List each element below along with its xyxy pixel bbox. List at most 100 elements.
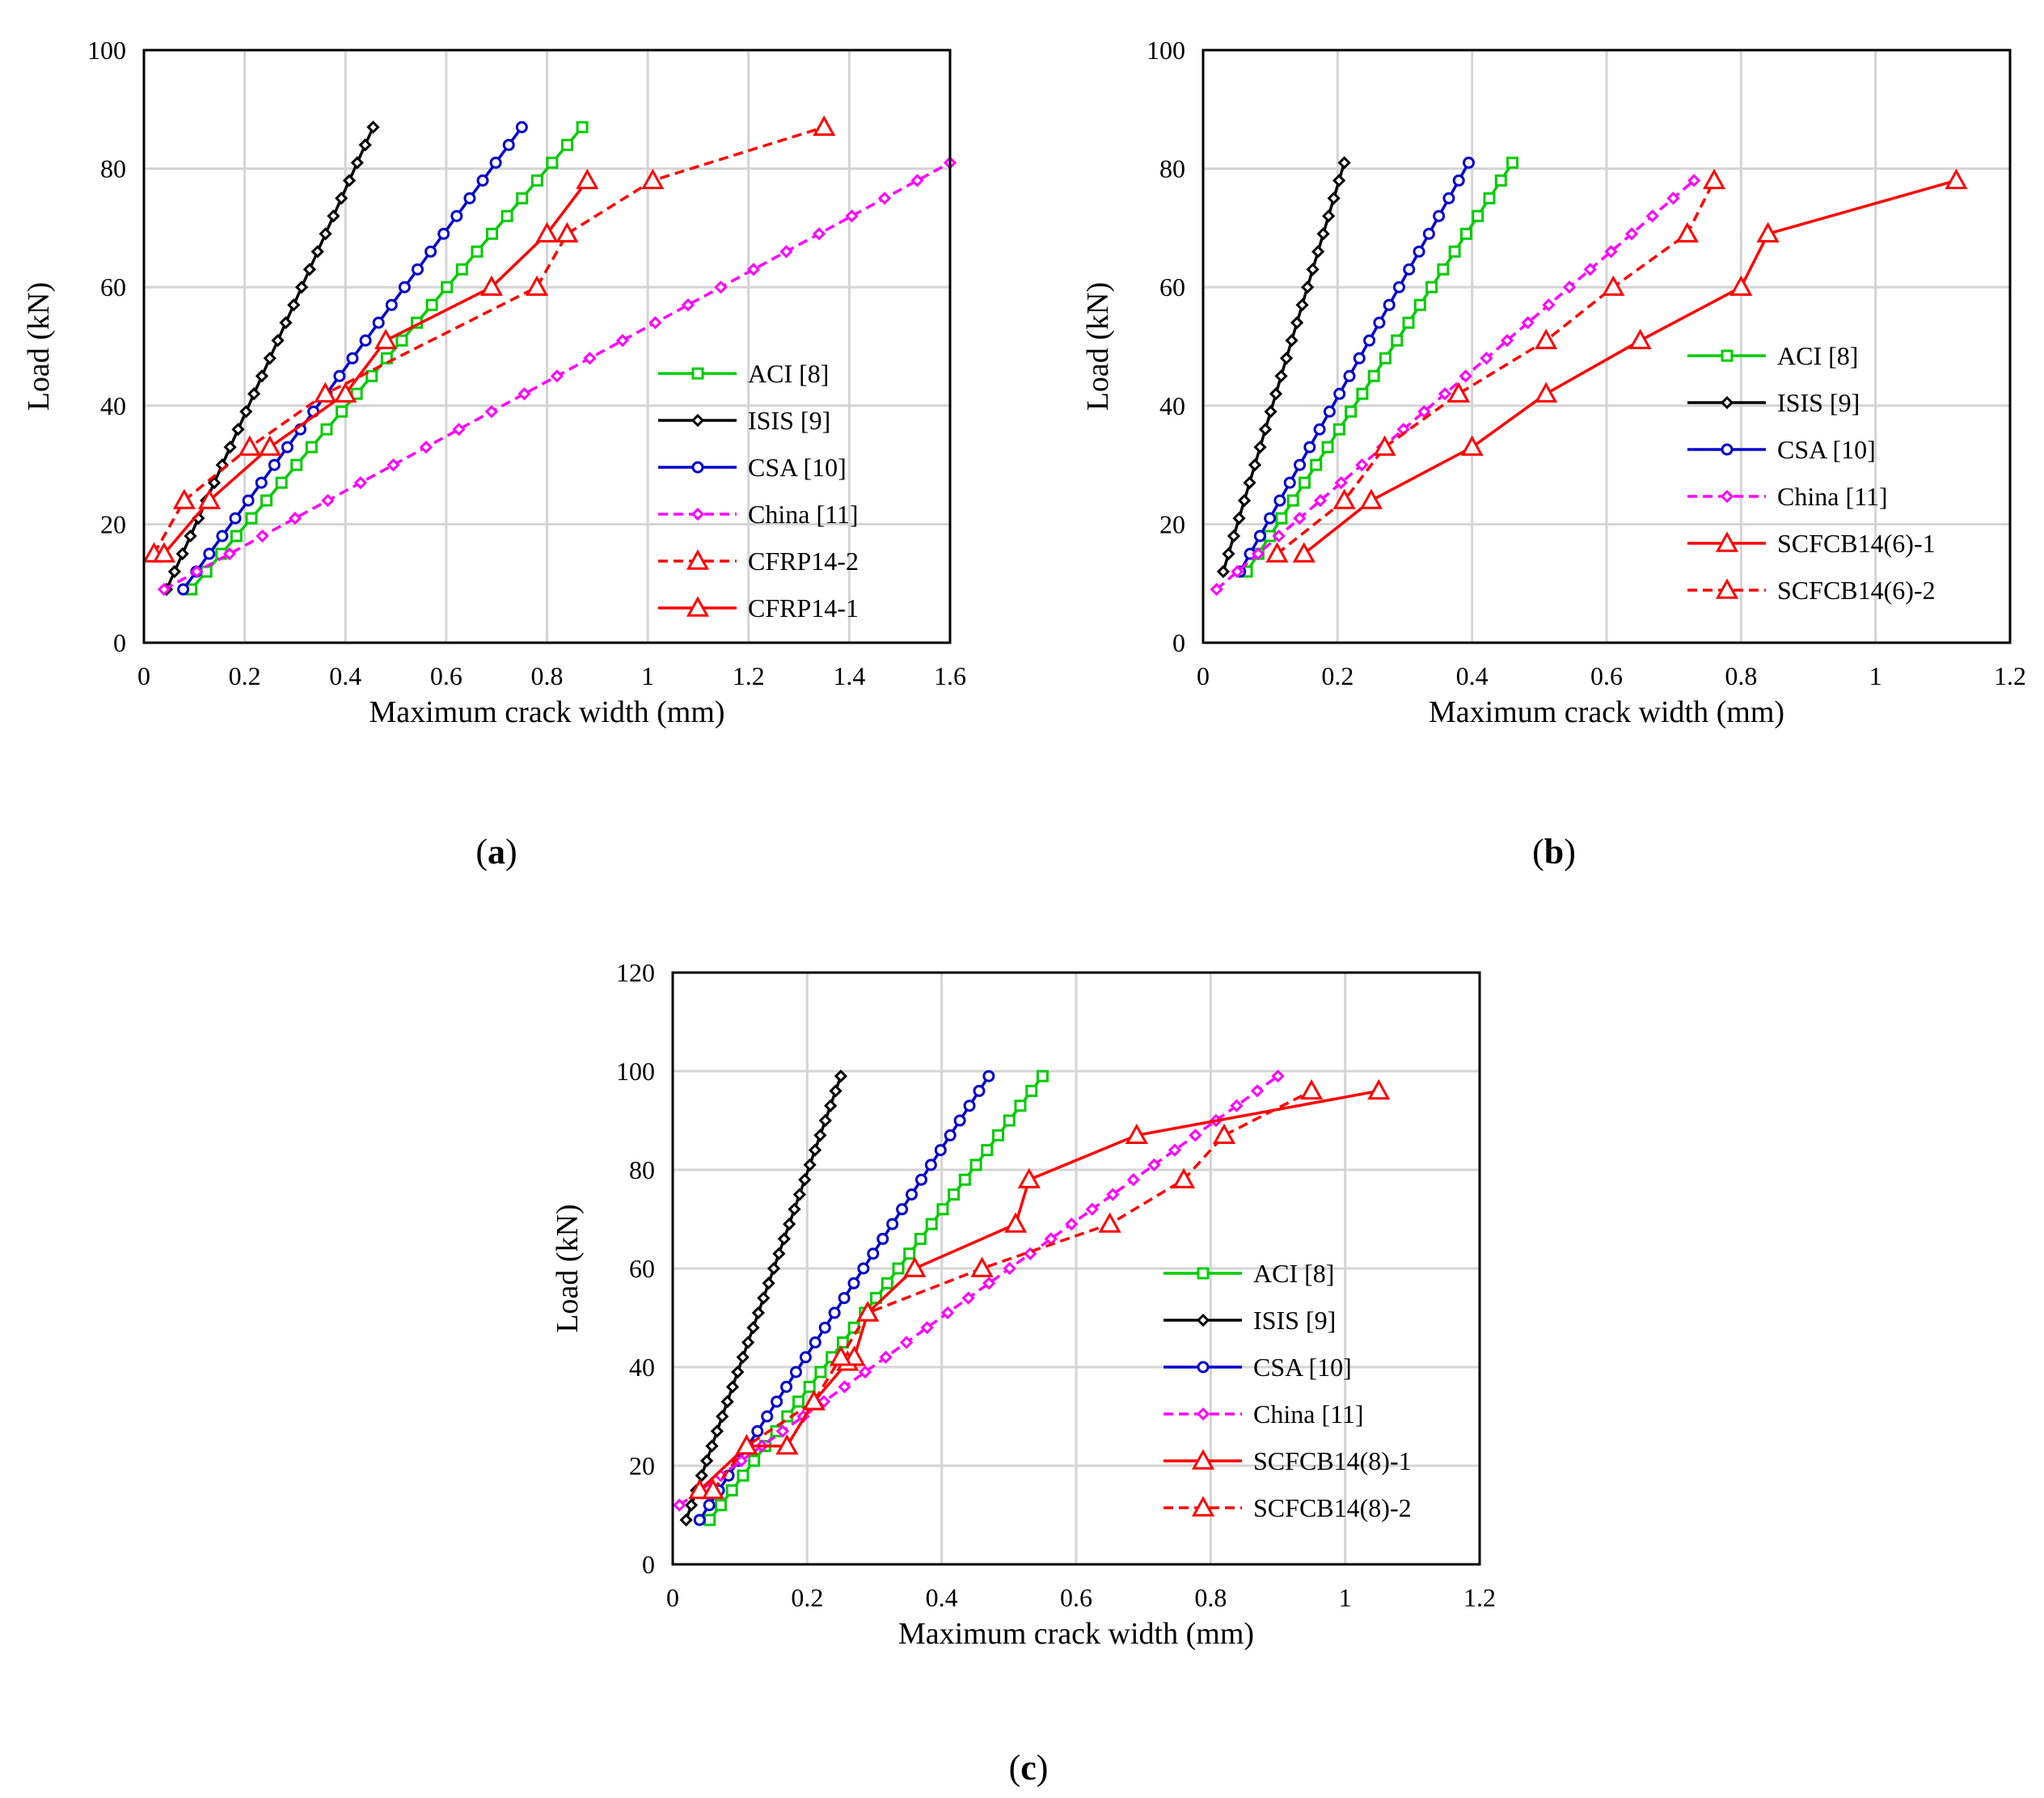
data-point: [836, 1336, 849, 1348]
series-china-11: [157, 156, 957, 597]
y-axis-label: Load (kN): [551, 1204, 585, 1332]
data-point: [870, 1292, 883, 1305]
legend: ACI [8] ISIS [9] CSA [10] China [11] CFRP14-…: [658, 359, 859, 623]
data-point: [834, 1069, 848, 1083]
data-point: [576, 168, 599, 189]
x-tick-label: 0.6: [430, 661, 462, 690]
y-tick-label: 120: [616, 958, 655, 987]
data-point: [746, 263, 761, 276]
data-point: [829, 1345, 852, 1366]
y-tick-label: 40: [629, 1353, 655, 1382]
data-point: [1332, 488, 1356, 509]
data-point: [1494, 174, 1507, 187]
data-point: [892, 1262, 905, 1275]
data-point: [1264, 512, 1277, 525]
series-line: [678, 1074, 1279, 1507]
data-point: [256, 529, 269, 543]
tick-labels: 0 0.2 0.4 0.6 0.8 1 1.2 0 20 40 60 80 100: [1147, 36, 2026, 690]
x-tick-label: 0.6: [1060, 1583, 1092, 1612]
data-point: [1285, 334, 1299, 348]
data-point: [268, 458, 281, 471]
data-point: [920, 1321, 934, 1335]
data-point: [1413, 298, 1426, 311]
legend-marker: [686, 549, 710, 570]
y-tick-label: 100: [1147, 36, 1185, 65]
y-tick-label: 80: [1159, 154, 1185, 184]
data-point: [899, 1336, 914, 1349]
tick-labels: 0 0.2 0.4 0.6 0.8 1 1.2 1.4 1.6 0 20 40 60 80 100: [87, 36, 966, 690]
x-axis-label: Maximum crack width (mm): [898, 1617, 1254, 1651]
legend-label: SCFCB14(8)-1: [1253, 1446, 1412, 1475]
x-tick-label: 1.2: [1463, 1583, 1496, 1612]
data-point: [535, 222, 559, 243]
data-point: [1483, 192, 1496, 205]
plot-frame: [671, 971, 1481, 1566]
legend-label: China [11]: [1777, 482, 1888, 511]
data-point: [1417, 405, 1431, 419]
y-tick-label: 0: [1172, 628, 1185, 657]
data-point: [1212, 1123, 1236, 1144]
y-tick-label: 40: [100, 391, 126, 420]
legend-entry: CSA [10]: [658, 453, 847, 482]
data-point: [829, 1084, 843, 1098]
legend-entry: ISIS [9]: [1687, 388, 1860, 417]
data-point: [452, 422, 466, 437]
data-point: [287, 298, 301, 312]
legend-marker: [1715, 531, 1739, 552]
data-point: [886, 1218, 899, 1230]
data-point: [366, 120, 380, 134]
data-point: [550, 369, 564, 383]
x-tick-label: 0.4: [329, 661, 361, 690]
data-point: [1269, 387, 1283, 401]
data-point: [1036, 1070, 1049, 1083]
data-point: [1604, 245, 1618, 259]
data-point: [230, 530, 243, 542]
data-point: [1298, 476, 1311, 489]
data-point: [1402, 316, 1415, 329]
legend-marker: [690, 507, 705, 521]
data-point: [576, 120, 589, 133]
data-point: [783, 1217, 796, 1231]
data-point: [792, 1188, 807, 1201]
data-point: [1448, 245, 1461, 258]
data-point: [777, 1232, 791, 1246]
data-point: [771, 1395, 783, 1408]
data-point: [1295, 298, 1309, 312]
x-tick-label: 0.2: [229, 661, 261, 690]
series-line: [1276, 179, 1716, 555]
data-point: [157, 582, 171, 597]
data-point: [903, 1247, 916, 1260]
data-point: [1014, 1099, 1027, 1112]
data-point: [615, 334, 630, 348]
data-point: [1353, 352, 1366, 365]
data-point: [1275, 512, 1288, 525]
data-point: [346, 352, 359, 365]
data-point: [1703, 168, 1726, 189]
data-point: [780, 1380, 793, 1393]
legend-label: ACI [8]: [1777, 341, 1858, 370]
data-point: [981, 1144, 994, 1157]
series-line: [712, 1089, 1312, 1492]
x-tick-label: 0.2: [1321, 661, 1354, 690]
data-point: [914, 1173, 927, 1186]
legend-entry: CSA [10]: [1687, 435, 1876, 464]
data-point: [320, 423, 333, 436]
legend-marker: [691, 367, 704, 380]
legend-marker: [1720, 489, 1734, 504]
data-point: [896, 1203, 909, 1216]
data-point: [762, 1277, 775, 1290]
data-point: [327, 209, 340, 223]
data-point: [903, 1256, 927, 1277]
legend-label: SCFCB14(8)-2: [1253, 1493, 1412, 1522]
data-point: [838, 1380, 851, 1394]
data-point: [1645, 209, 1659, 223]
legend-label: CSA [10]: [1777, 435, 1876, 464]
data-point: [172, 488, 196, 509]
data-point: [1172, 1167, 1196, 1188]
y-tick-label: 0: [642, 1550, 655, 1579]
data-point: [1243, 475, 1256, 490]
data-point: [741, 1336, 755, 1349]
data-point: [1251, 547, 1265, 561]
x-axis-label: Maximum crack width (mm): [1429, 695, 1784, 729]
